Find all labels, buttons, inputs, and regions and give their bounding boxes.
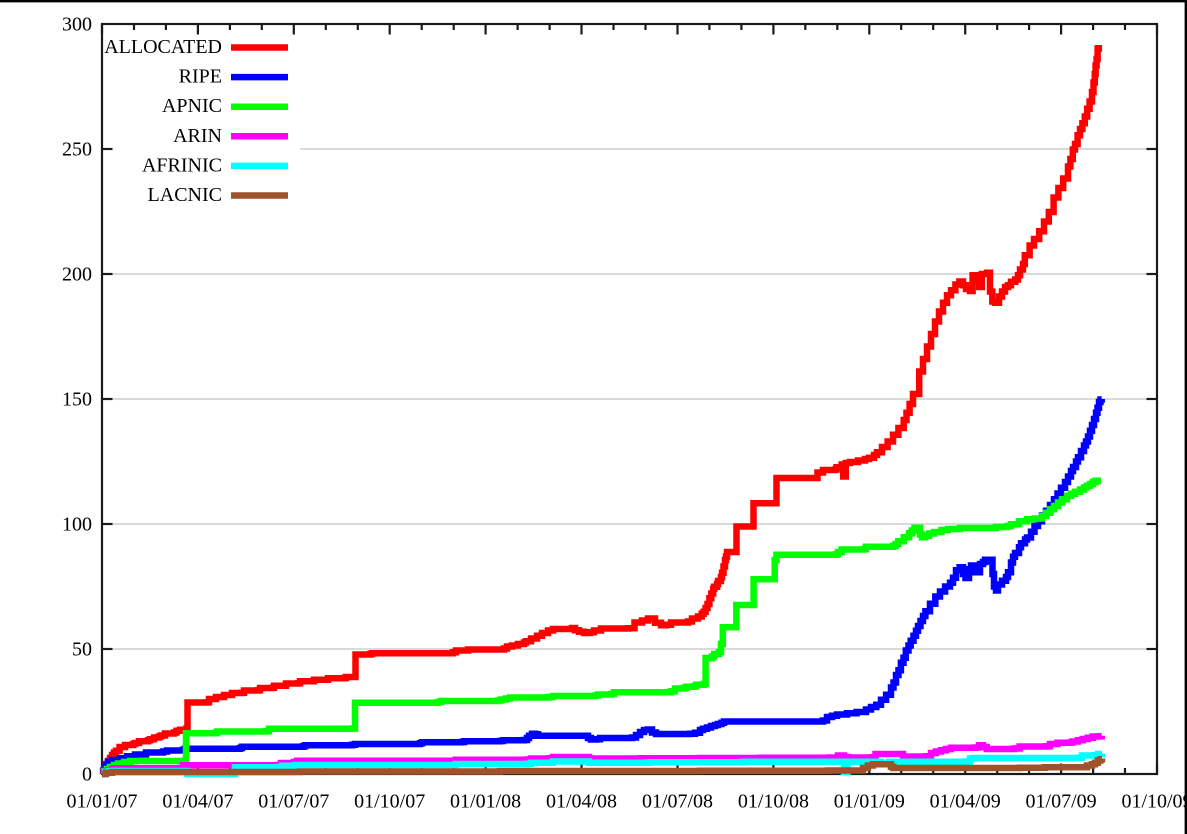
svg-text:0: 0 [82, 764, 92, 786]
svg-text:50: 50 [72, 639, 92, 661]
svg-text:01/07/07: 01/07/07 [258, 791, 329, 813]
svg-text:01/01/07: 01/01/07 [66, 791, 137, 813]
svg-text:01/07/08: 01/07/08 [642, 791, 713, 813]
svg-text:300: 300 [62, 14, 92, 36]
svg-text:100: 100 [62, 514, 92, 536]
svg-text:01/07/09: 01/07/09 [1026, 791, 1097, 813]
svg-text:RIPE: RIPE [179, 66, 222, 88]
svg-text:01/01/09: 01/01/09 [834, 791, 905, 813]
svg-text:APNIC: APNIC [162, 95, 222, 117]
svg-text:01/10/07: 01/10/07 [354, 791, 425, 813]
svg-text:150: 150 [62, 389, 92, 411]
svg-text:ARIN: ARIN [173, 125, 222, 147]
svg-text:ALLOCATED: ALLOCATED [104, 36, 222, 58]
svg-text:01/01/08: 01/01/08 [450, 791, 521, 813]
svg-text:200: 200 [62, 264, 92, 286]
svg-text:250: 250 [62, 139, 92, 161]
svg-text:01/10/09: 01/10/09 [1121, 791, 1187, 813]
svg-text:LACNIC: LACNIC [148, 184, 222, 206]
svg-text:01/04/07: 01/04/07 [162, 791, 233, 813]
svg-text:01/10/08: 01/10/08 [738, 791, 809, 813]
svg-text:01/04/08: 01/04/08 [546, 791, 617, 813]
svg-text:01/04/09: 01/04/09 [930, 791, 1001, 813]
svg-text:AFRINIC: AFRINIC [142, 154, 222, 176]
